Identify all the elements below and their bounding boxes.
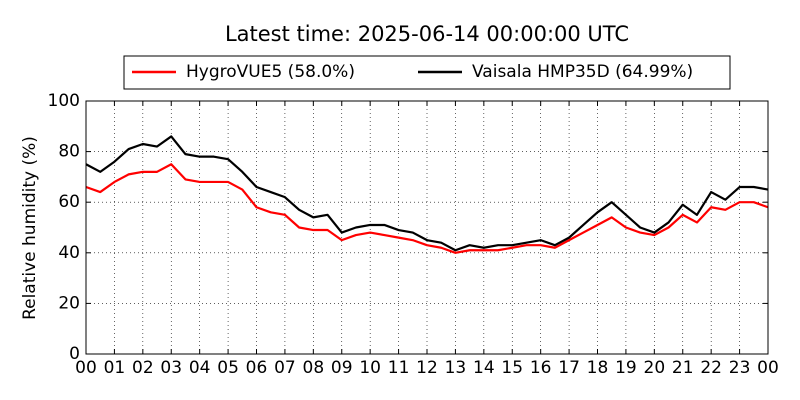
legend-label: HygroVUE5 (58.0%) (186, 62, 355, 82)
x-tick-label: 17 (558, 358, 580, 378)
x-tick-label: 06 (246, 358, 268, 378)
x-tick-label: 13 (445, 358, 467, 378)
x-tick-label: 03 (160, 358, 182, 378)
x-tick-label: 19 (615, 358, 637, 378)
series-line (85, 135, 769, 252)
x-tick-label: 08 (303, 358, 325, 378)
x-tick-label: 20 (644, 358, 666, 378)
x-tick-label: 18 (587, 358, 609, 378)
plot-frame (85, 100, 769, 355)
x-tick-label: 23 (729, 358, 751, 378)
y-tick-label: 0 (69, 344, 80, 364)
x-tick-label: 11 (388, 358, 410, 378)
chart-title: Latest time: 2025-06-14 00:00:00 UTC (225, 22, 629, 46)
x-tick-label: 10 (359, 358, 381, 378)
y-tick-label: 100 (48, 91, 80, 111)
x-tick-label: 09 (331, 358, 353, 378)
y-tick-label: 40 (58, 243, 80, 263)
y-tick-label: 80 (58, 142, 80, 162)
y-axis-label: Relative humidity (%) (20, 136, 40, 320)
x-tick-label: 02 (132, 358, 154, 378)
x-tick-label: 22 (700, 358, 722, 378)
x-tick-label: 00 (757, 358, 779, 378)
x-tick-label: 12 (416, 358, 438, 378)
x-tick-label: 15 (501, 358, 523, 378)
x-tick-label: 05 (217, 358, 239, 378)
series-line (85, 163, 769, 254)
x-tick-label: 04 (189, 358, 211, 378)
x-tick-label: 21 (672, 358, 694, 378)
y-tick-label: 20 (58, 293, 80, 313)
x-tick-label: 14 (473, 358, 495, 378)
x-tick-label: 16 (530, 358, 552, 378)
y-tick-label: 60 (58, 192, 80, 212)
x-tick-label: 00 (75, 358, 97, 378)
legend-label: Vaisala HMP35D (64.99%) (472, 62, 693, 82)
x-tick-label: 01 (104, 358, 126, 378)
x-tick-label: 07 (274, 358, 296, 378)
